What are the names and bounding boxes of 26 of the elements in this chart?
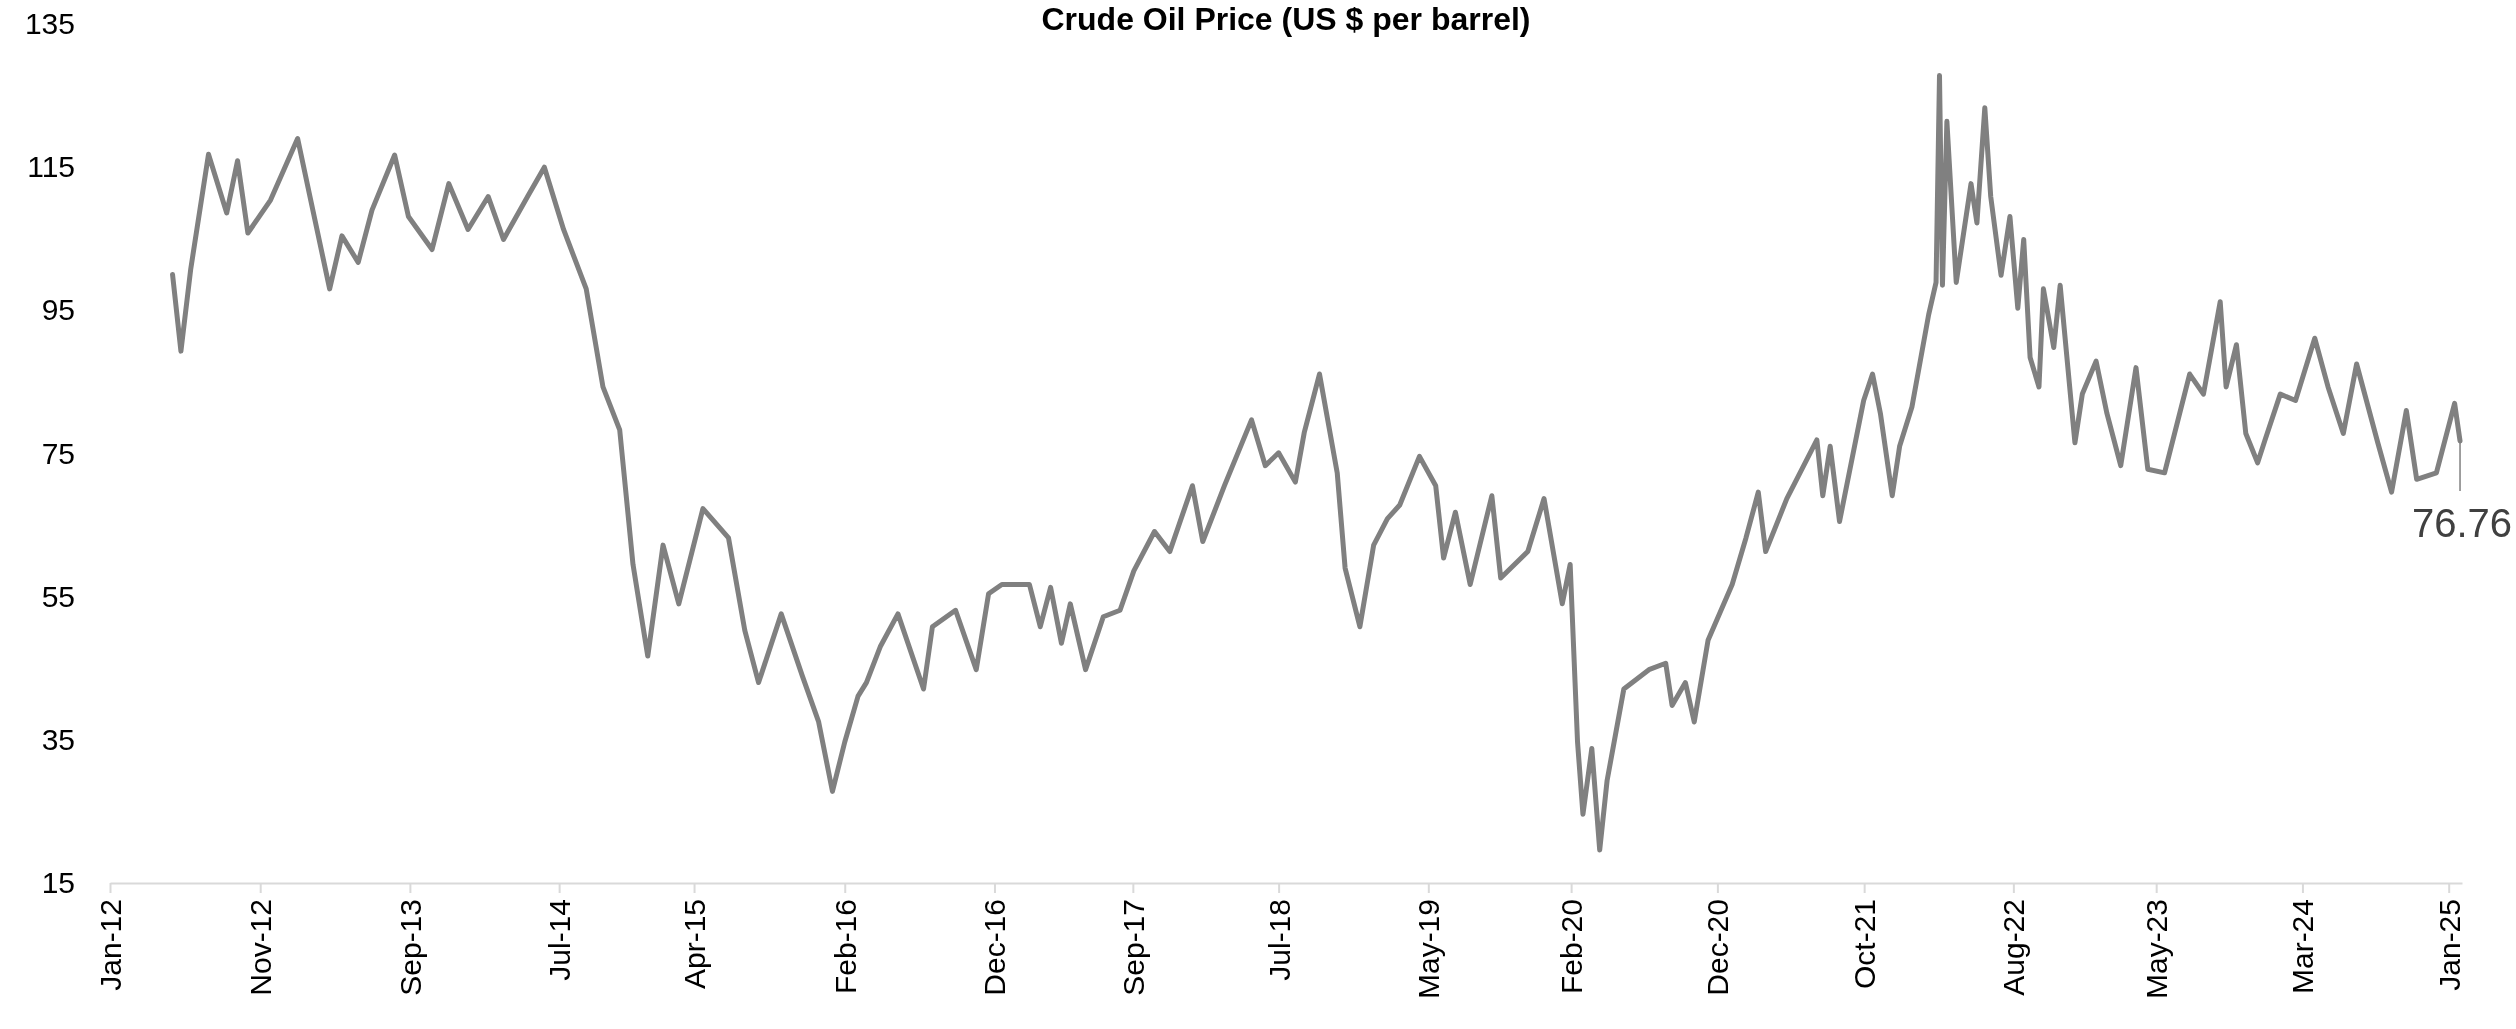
- x-tick-label: Dec-16: [978, 899, 1012, 996]
- x-tick-label: Feb-16: [828, 899, 862, 995]
- y-tick-label: 135: [24, 7, 75, 41]
- x-tick-label: Jan-12: [94, 899, 127, 991]
- x-tick-label: Mar-24: [2286, 899, 2320, 995]
- x-tick-label: Jul-18: [1262, 899, 1296, 981]
- x-tick-label: May-19: [1412, 899, 1446, 1000]
- y-tick-label: 35: [41, 722, 75, 756]
- x-tick-label: Sep-17: [1116, 899, 1150, 996]
- y-tick-label: 75: [41, 436, 75, 470]
- x-tick-label: Oct-21: [1848, 899, 1882, 990]
- x-tick-label: Sep-13: [393, 899, 427, 996]
- x-tick-label: Apr-15: [678, 899, 712, 990]
- x-tick-label: May-23: [2140, 899, 2174, 1000]
- x-tick-label: Jan-25: [2432, 899, 2466, 991]
- y-tick-label: 15: [41, 866, 75, 900]
- y-tick-label: 55: [41, 579, 75, 613]
- x-tick-label: Dec-20: [1701, 899, 1735, 996]
- annotation: 76.76: [2411, 500, 2512, 545]
- x-tick-label: Nov-12: [244, 899, 278, 996]
- x-tick-label: Aug-22: [1997, 899, 2031, 996]
- y-tick-label: 95: [41, 293, 75, 327]
- x-tick-label: Feb-20: [1555, 899, 1589, 995]
- y-tick-label: 115: [27, 150, 75, 184]
- x-tick-label: Jul-14: [543, 899, 577, 981]
- chart-title: Crude Oil Price (US $ per barrel): [1041, 1, 1531, 37]
